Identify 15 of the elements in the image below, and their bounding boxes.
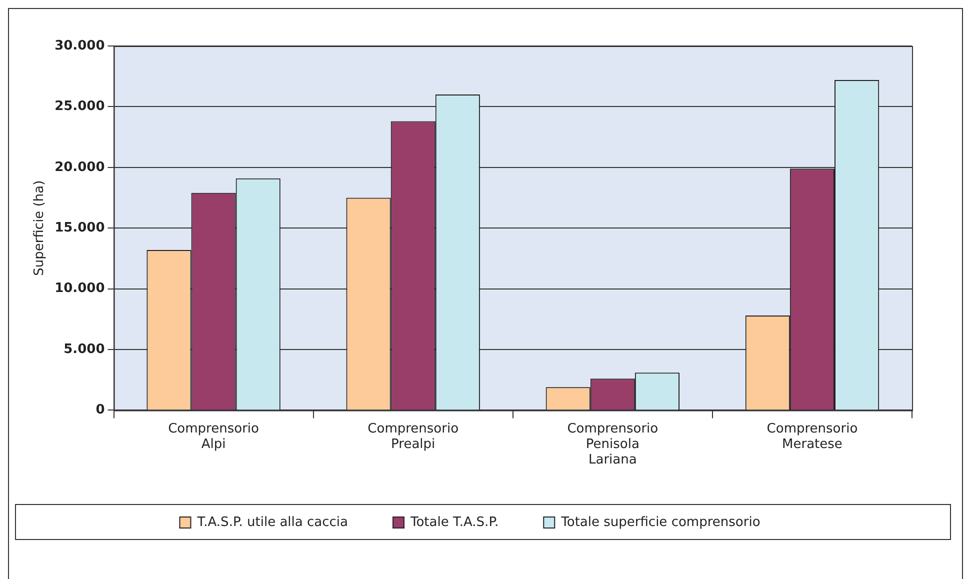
x-tick-label: Comprensorio Alpi: [168, 421, 260, 452]
legend-label: Totale superficie comprensorio: [560, 514, 760, 530]
legend-label: T.A.S.P. utile alla caccia: [196, 514, 348, 530]
y-tick-label: 30.000: [54, 38, 105, 54]
x-tick-label: Comprensorio Prealpi: [368, 421, 459, 452]
y-tick-label: 10.000: [54, 281, 105, 296]
y-tick-label: 5.000: [64, 342, 105, 357]
y-tick-label: 15.000: [54, 220, 105, 236]
y-tick-label: 25.000: [54, 99, 105, 114]
x-tick-label: Comprensorio Penisola Lariana: [567, 421, 658, 468]
x-tick-label: Comprensorio Meratese: [766, 421, 858, 452]
y-axis-title: Superficie (ha): [32, 180, 48, 276]
legend-label: Totale T.A.S.P.: [409, 514, 499, 530]
y-tick-label: 20.000: [54, 160, 105, 175]
y-tick-label: 0: [96, 402, 105, 418]
